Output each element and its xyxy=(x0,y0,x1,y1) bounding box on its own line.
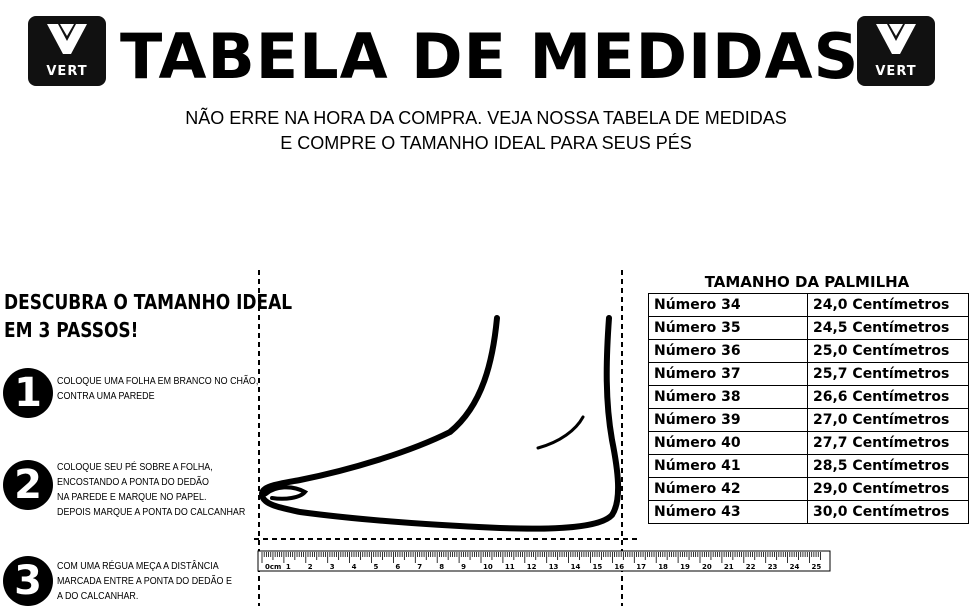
ruler-label: 15 xyxy=(593,563,603,571)
vert-logo-left: VERT xyxy=(28,16,106,86)
table-row: Número 43 30,0 Centímetros xyxy=(648,500,969,524)
insole-length-cell: 27,7 Centímetros xyxy=(807,431,969,455)
ruler-label: 12 xyxy=(527,563,537,571)
shoe-size-cell: Número 39 xyxy=(648,408,808,432)
shoe-size-cell: Número 34 xyxy=(648,293,808,317)
step-2-line: NA PAREDE E MARQUE NO PAPEL. xyxy=(57,491,207,503)
insole-length-cell: 25,7 Centímetros xyxy=(807,362,969,386)
ruler-unit-label: 0cm xyxy=(265,563,281,571)
foot-outline-icon xyxy=(259,315,622,532)
step-2-line: DEPOIS MARQUE A PONTA DO CALCANHAR xyxy=(57,506,246,518)
step-1-line: CONTRA UMA PAREDE xyxy=(57,390,155,402)
table-row: Número 34 24,0 Centímetros xyxy=(648,293,969,317)
ruler-label: 16 xyxy=(614,563,624,571)
ruler-label: 7 xyxy=(417,563,422,571)
ruler-body xyxy=(257,550,831,572)
subtitle-line-1: NÃO ERRE NA HORA DA COMPRA. VEJA NOSSA T… xyxy=(185,108,787,128)
ruler-label: 13 xyxy=(549,563,559,571)
ruler-label: 10 xyxy=(483,563,493,571)
size-table-title: TAMANHO DA PALMILHA xyxy=(704,273,910,291)
steps-heading-line-1: DESCUBRA O TAMANHO IDEAL xyxy=(4,290,293,314)
v-logo-icon xyxy=(47,24,87,54)
size-table: Número 34 24,0 Centímetros Número 35 24,5 C… xyxy=(648,293,969,524)
ruler-label: 9 xyxy=(461,563,466,571)
logo-brand-text: VERT xyxy=(875,64,917,79)
table-row: Número 35 24,5 Centímetros xyxy=(648,316,969,340)
ruler-label: 19 xyxy=(680,563,690,571)
size-table-body: Número 34 24,0 Centímetros Número 35 24,5 C… xyxy=(648,293,969,524)
insole-length-cell: 26,6 Centímetros xyxy=(807,385,969,409)
step-1-line: COLOQUE UMA FOLHA EM BRANCO NO CHÃO, xyxy=(57,375,259,387)
step-1-text: COLOQUE UMA FOLHA EM BRANCO NO CHÃO, CON… xyxy=(57,374,258,404)
big-toe-outline-icon xyxy=(264,485,309,501)
subtitle-line-2: E COMPRE O TAMANHO IDEAL PARA SEUS PÉS xyxy=(280,133,692,153)
ruler-label: 5 xyxy=(374,563,379,571)
ruler-label: 14 xyxy=(571,563,581,571)
shoe-size-cell: Número 41 xyxy=(648,454,808,478)
ruler-label: 17 xyxy=(636,563,646,571)
step-3-line: A DO CALCANHAR. xyxy=(57,590,139,602)
insole-length-cell: 27,0 Centímetros xyxy=(807,408,969,432)
shoe-size-cell: Número 36 xyxy=(648,339,808,363)
shoe-size-cell: Número 37 xyxy=(648,362,808,386)
ruler-label: 6 xyxy=(395,563,400,571)
steps-heading-line-2: EM 3 PASSOS! xyxy=(4,318,139,342)
table-row: Número 39 27,0 Centímetros xyxy=(648,408,969,432)
ruler-label: 21 xyxy=(724,563,734,571)
page-title: TABELA DE MEDIDAS xyxy=(120,20,860,93)
table-row: Número 40 27,7 Centímetros xyxy=(648,431,969,455)
ruler-label: 11 xyxy=(505,563,515,571)
ruler-label: 18 xyxy=(658,563,668,571)
v-logo-icon xyxy=(876,24,916,54)
shoe-size-cell: Número 43 xyxy=(648,500,808,524)
ruler-label: 24 xyxy=(790,563,800,571)
step-2-text: COLOQUE SEU PÉ SOBRE A FOLHA, ENCOSTANDO… xyxy=(57,460,245,520)
ruler-label: 22 xyxy=(746,563,756,571)
ruler-label: 25 xyxy=(812,563,822,571)
table-row: Número 36 25,0 Centímetros xyxy=(648,339,969,363)
ankle-bone-icon xyxy=(536,415,585,450)
insole-length-cell: 24,0 Centímetros xyxy=(807,293,969,317)
logo-brand-text: VERT xyxy=(46,64,88,79)
insole-length-cell: 29,0 Centímetros xyxy=(807,477,969,501)
step-1-number-badge: 1 xyxy=(3,368,53,418)
ruler-labels: 1 2 3 4 5 6 7 8 9 10 11 12 13 14 15 16 17 18 19 20 21 22 23 24 2… xyxy=(286,563,821,571)
ruler-label: 2 xyxy=(308,563,313,571)
shoe-size-cell: Número 38 xyxy=(648,385,808,409)
insole-length-cell: 28,5 Centímetros xyxy=(807,454,969,478)
ruler-label: 20 xyxy=(702,563,712,571)
ruler-ticks xyxy=(261,552,821,563)
insole-length-cell: 25,0 Centímetros xyxy=(807,339,969,363)
table-row: Número 37 25,7 Centímetros xyxy=(648,362,969,386)
step-2-number-badge: 2 xyxy=(3,460,53,510)
step-2-line: COLOQUE SEU PÉ SOBRE A FOLHA, xyxy=(57,461,213,473)
ruler-label: 3 xyxy=(330,563,335,571)
insole-length-cell: 24,5 Centímetros xyxy=(807,316,969,340)
step-3-line: MARCADA ENTRE A PONTA DO DEDÃO E xyxy=(57,575,232,587)
step-3-text: COM UMA RÉGUA MEÇA A DISTÂNCIA MARCADA E… xyxy=(57,559,232,604)
step-2-line: ENCOSTANDO A PONTA DO DEDÃO xyxy=(57,476,209,488)
ruler-label: 23 xyxy=(768,563,778,571)
ruler: 0cm 1 2 3 4 5 6 7 8 9 10 11 12 13 14 15 16 17 18 19 20 21 22 2… xyxy=(257,550,831,572)
ruler-label: 8 xyxy=(439,563,444,571)
insole-length-cell: 30,0 Centímetros xyxy=(807,500,969,524)
table-row: Número 42 29,0 Centímetros xyxy=(648,477,969,501)
ruler-label: 4 xyxy=(352,563,357,571)
shoe-size-cell: Número 42 xyxy=(648,477,808,501)
ruler-label: 1 xyxy=(286,563,291,571)
table-row: Número 41 28,5 Centímetros xyxy=(648,454,969,478)
shoe-size-cell: Número 40 xyxy=(648,431,808,455)
step-3-number-badge: 3 xyxy=(3,556,53,606)
steps-heading: DESCUBRA O TAMANHO IDEAL EM 3 PASSOS! xyxy=(4,288,292,344)
step-3-line: COM UMA RÉGUA MEÇA A DISTÂNCIA xyxy=(57,560,219,572)
table-row: Número 38 26,6 Centímetros xyxy=(648,385,969,409)
vert-logo-right: VERT xyxy=(857,16,935,86)
shoe-size-cell: Número 35 xyxy=(648,316,808,340)
